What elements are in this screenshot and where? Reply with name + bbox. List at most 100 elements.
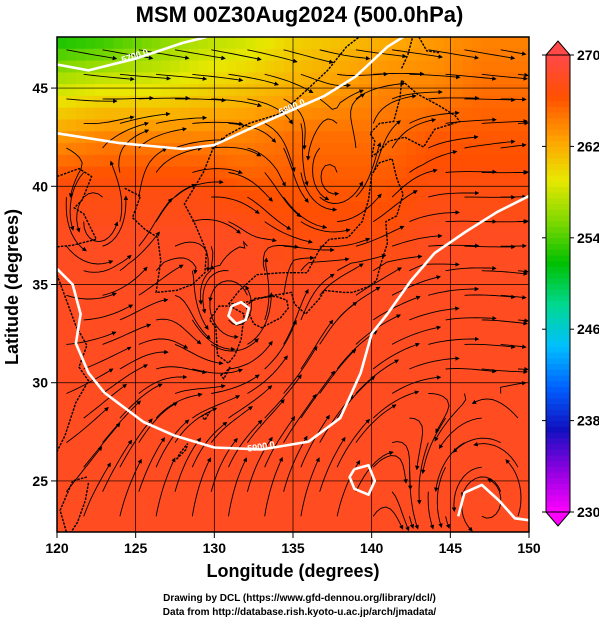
field-cell [255,37,266,50]
streamline [436,467,447,529]
field-cell [113,343,124,356]
field-cell [378,119,388,132]
field-cell [113,284,124,297]
field-cell [340,308,351,321]
field-cell [481,107,492,121]
field-cell [217,202,228,215]
field-cell [57,331,67,344]
field-cell [132,60,143,73]
field-cell [208,484,218,498]
field-cell [113,107,124,121]
field-cell [519,402,529,415]
field-cell [472,249,483,262]
field-cell [189,213,200,227]
colorbar-tick-label: 262 [577,138,599,154]
field-cell [349,402,360,415]
field-cell [302,461,313,474]
field-cell [330,484,341,498]
field-cell [444,296,454,309]
field-cell [444,367,454,380]
field-cell [274,449,285,462]
field-cell [85,520,96,532]
field-cell [462,202,473,215]
field-cell [189,154,200,168]
streamline [102,266,148,296]
field-cell [415,213,426,227]
field-cell [368,437,379,451]
field-cell [510,367,521,380]
streamline [372,506,404,530]
field-cell [340,272,351,286]
field-cell [491,60,502,73]
streamline [66,446,103,492]
field-cell [491,508,502,521]
field-cell [302,425,313,439]
colorbar-segment [546,277,570,285]
field-cell [151,355,162,368]
streamline [336,254,387,272]
field-cell [462,284,473,297]
field-cell [226,260,237,274]
field-cell [425,95,436,109]
field-cell [330,272,341,286]
field-cell [283,178,294,191]
streamline [247,98,293,125]
field-cell [179,107,190,121]
field-cell [75,484,86,498]
streamline [66,98,118,104]
field-cell [236,225,247,238]
field-cell [255,260,266,274]
field-cell [302,484,313,498]
field-cell [396,107,407,121]
field-cell [387,284,398,297]
field-cell [142,496,152,509]
field-cell [529,520,539,532]
field-cell [123,390,134,403]
field-cell [255,532,265,544]
field-cell [330,390,341,403]
field-cell [132,449,143,462]
field-cell [179,237,190,250]
field-cell [302,166,313,179]
streamline [283,49,334,64]
field-cell [113,355,124,368]
field-cell [340,425,351,439]
field-cell [217,48,228,62]
field-cell [217,143,228,156]
field-cell [85,496,96,509]
field-cell [425,508,436,521]
field-cell [245,378,256,392]
field-cell [113,425,124,439]
field-cell [519,378,529,392]
field-cell [368,60,379,73]
streamline [138,148,168,198]
field-cell [425,308,436,321]
field-cell [529,379,539,391]
field-cell [406,202,417,215]
field-cell [359,154,370,168]
field-cell [368,449,379,462]
field-cell [302,237,313,250]
field-cell [510,178,521,191]
field-cell [359,143,370,156]
field-cell [472,473,483,486]
field-cell [453,37,464,50]
field-cell [179,190,190,203]
field-cell [57,249,67,262]
field-cell [387,131,398,144]
field-cell [519,308,529,321]
field-cell [311,402,322,415]
field-cell [311,425,322,439]
field-cell [160,225,171,238]
field-cell [236,260,247,274]
field-cell [481,72,492,85]
field-cell [208,378,218,392]
field-cell [189,449,200,462]
field-cell [57,367,67,380]
field-cell [368,249,379,262]
field-cell [472,178,483,191]
field-cell [264,461,275,474]
field-cell [481,308,492,321]
field-cell [510,425,521,439]
